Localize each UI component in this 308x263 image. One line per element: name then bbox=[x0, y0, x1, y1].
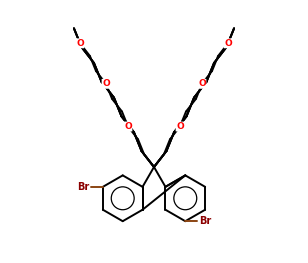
Text: O: O bbox=[198, 79, 206, 88]
Text: Br: Br bbox=[199, 216, 211, 226]
Text: Br: Br bbox=[77, 182, 89, 192]
Text: O: O bbox=[176, 122, 184, 131]
Text: O: O bbox=[76, 39, 84, 48]
Text: O: O bbox=[224, 39, 232, 48]
Text: O: O bbox=[124, 122, 132, 131]
Text: O: O bbox=[102, 79, 110, 88]
